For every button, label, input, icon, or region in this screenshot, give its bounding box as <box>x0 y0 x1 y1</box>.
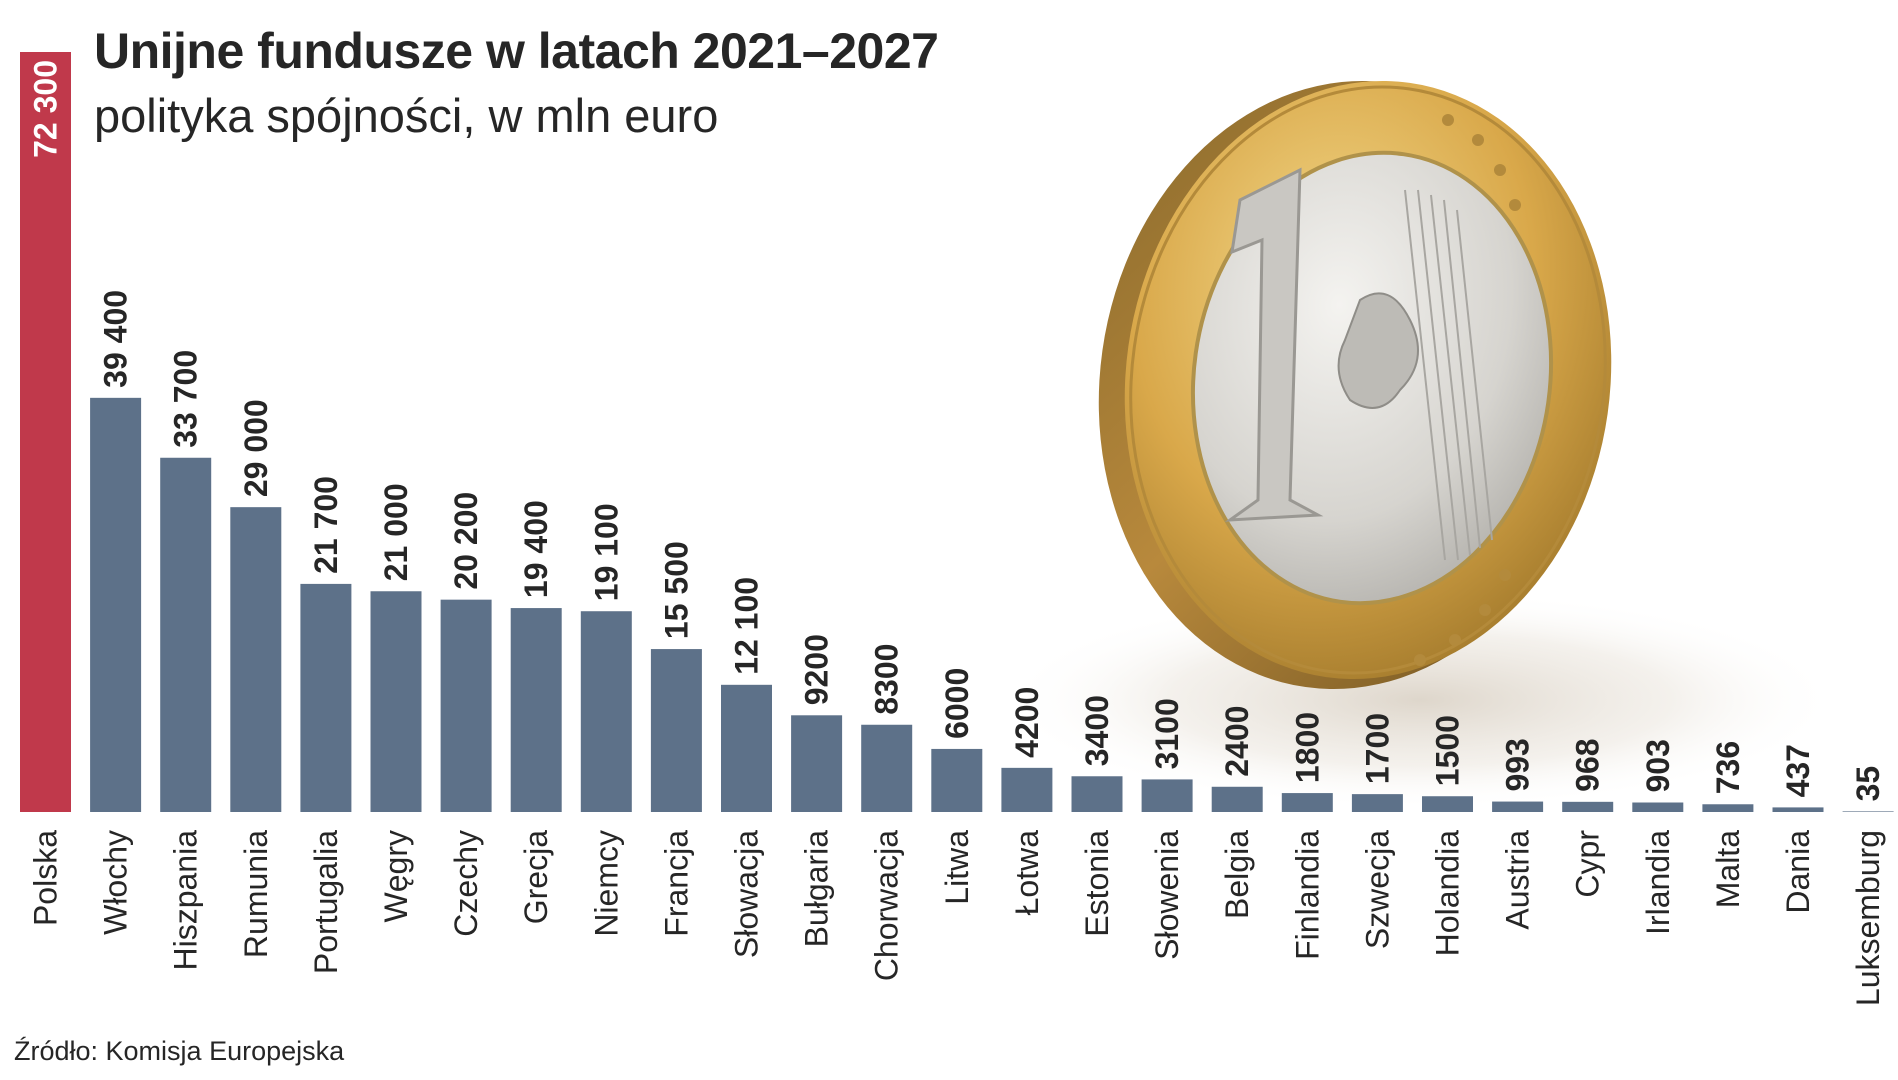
value-label-Portugalia: 21 700 <box>308 476 344 574</box>
value-label-Słowenia: 3100 <box>1149 698 1185 769</box>
chart-title: Unijne fundusze w latach 2021–2027 <box>94 23 939 79</box>
bar-Bułgaria <box>791 715 843 812</box>
category-label-Dania: Dania <box>1780 830 1816 914</box>
value-label-Niemcy: 19 100 <box>588 503 624 601</box>
bar-Austria <box>1492 801 1544 812</box>
value-label-Finlandia: 1800 <box>1289 712 1325 783</box>
category-label-Holandia: Holandia <box>1430 830 1466 957</box>
value-label-Litwa: 6000 <box>939 668 975 739</box>
bar-Niemcy <box>580 611 632 812</box>
bar-Rumunia <box>230 507 282 812</box>
category-label-Łotwa: Łotwa <box>1009 830 1045 916</box>
bar-Finlandia <box>1281 793 1333 812</box>
value-label-Irlandia: 903 <box>1640 739 1676 792</box>
value-label-Czechy: 20 200 <box>448 492 484 590</box>
bar-Słowenia <box>1141 779 1193 812</box>
chart-subtitle: polityka spójności, w mln euro <box>94 89 719 142</box>
category-label-Portugalia: Portugalia <box>308 830 344 974</box>
value-label-Łotwa: 4200 <box>1009 687 1045 758</box>
bar-Irlandia <box>1632 802 1684 812</box>
category-label-Francja: Francja <box>658 830 694 937</box>
category-label-Irlandia: Irlandia <box>1640 830 1676 935</box>
category-label-Bułgaria: Bułgaria <box>799 830 835 948</box>
value-label-Chorwacja: 8300 <box>869 644 905 715</box>
bar-Włochy <box>90 397 142 812</box>
bar-Szwecja <box>1351 794 1403 812</box>
value-label-Holandia: 1500 <box>1430 715 1466 786</box>
bar-Słowacja <box>721 684 772 812</box>
bar-Węgry <box>370 591 422 812</box>
value-label-Cypr: 968 <box>1570 738 1606 791</box>
source-note: Źródło: Komisja Europejska <box>14 1036 345 1066</box>
value-label-Francja: 15 500 <box>658 541 694 639</box>
bar-Belgia <box>1211 786 1263 812</box>
category-label-Austria: Austria <box>1500 830 1536 930</box>
category-label-Malta: Malta <box>1710 830 1746 908</box>
category-label-Estonia: Estonia <box>1079 830 1115 937</box>
category-label-Litwa: Litwa <box>939 830 975 905</box>
category-label-Finlandia: Finlandia <box>1289 830 1325 960</box>
category-label-Szwecja: Szwecja <box>1359 830 1395 949</box>
category-label-Węgry: Węgry <box>378 830 414 922</box>
bar-Grecja <box>510 608 562 812</box>
bar-Dania <box>1772 807 1824 812</box>
value-label-Włochy: 39 400 <box>98 290 134 388</box>
value-label-Estonia: 3400 <box>1079 695 1115 766</box>
category-label-Belgia: Belgia <box>1219 830 1255 919</box>
value-label-Węgry: 21 000 <box>378 483 414 581</box>
category-label-Rumunia: Rumunia <box>238 830 274 958</box>
value-label-Luksemburg: 35 <box>1850 766 1886 802</box>
value-label-Belgia: 2400 <box>1219 706 1255 777</box>
category-label-Chorwacja: Chorwacja <box>869 830 905 981</box>
category-label-Słowacja: Słowacja <box>729 830 765 958</box>
value-label-Rumunia: 29 000 <box>238 399 274 497</box>
category-label-Cypr: Cypr <box>1570 830 1606 898</box>
value-label-Szwecja: 1700 <box>1359 713 1395 784</box>
value-label-Bułgaria: 9200 <box>799 634 835 705</box>
category-label-Słowenia: Słowenia <box>1149 830 1185 960</box>
category-label-Luksemburg: Luksemburg <box>1850 830 1886 1006</box>
bar-Cypr <box>1562 801 1614 812</box>
bar-Czechy <box>440 599 492 812</box>
category-label-Grecja: Grecja <box>518 830 554 924</box>
category-label-Hiszpania: Hiszpania <box>168 830 204 971</box>
bar-Łotwa <box>1001 767 1053 812</box>
bar-Polska <box>20 52 71 812</box>
bar-Luksemburg <box>1842 811 1894 812</box>
bar-Estonia <box>1071 776 1123 812</box>
value-label-Dania: 437 <box>1780 744 1816 797</box>
value-label-Grecja: 19 400 <box>518 500 554 598</box>
bar-Hiszpania <box>160 457 212 812</box>
bar-Francja <box>650 649 702 812</box>
value-label-Słowacja: 12 100 <box>729 577 765 675</box>
value-label-Hiszpania: 33 700 <box>168 350 204 448</box>
category-label-Włochy: Włochy <box>98 830 134 935</box>
bar-Litwa <box>931 748 983 812</box>
value-label-Polska: 72 300 <box>28 60 64 158</box>
value-label-Austria: 993 <box>1500 738 1536 791</box>
category-label-Polska: Polska <box>28 830 64 926</box>
category-label-Czechy: Czechy <box>448 830 484 937</box>
bar-Chorwacja <box>861 724 913 812</box>
bar-Portugalia <box>300 583 352 812</box>
bar-Malta <box>1702 804 1754 812</box>
category-label-Niemcy: Niemcy <box>588 830 624 937</box>
bar-Holandia <box>1422 796 1473 812</box>
value-label-Malta: 736 <box>1710 741 1746 794</box>
